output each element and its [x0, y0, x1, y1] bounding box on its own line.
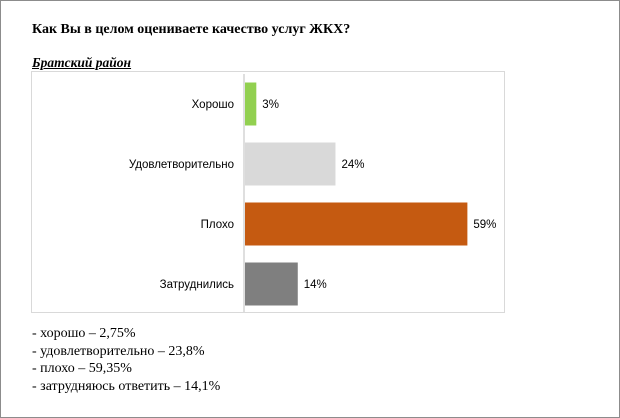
note-item: - плохо – 59,35%: [32, 361, 132, 376]
bar-chart-svg: Хорошо 3% Удовлетворительно 24% Плохо 59% Затр…: [129, 74, 496, 312]
bar-chart: Хорошо 3% Удовлетворительно 24% Плохо 59% Затр…: [31, 71, 505, 313]
question-title: Как Вы в целом оцениваете качество услуг…: [32, 22, 351, 37]
bar: [245, 82, 257, 126]
data-label: 24%: [341, 159, 364, 171]
notes-list: - хорошо – 2,75% - удовлетворительно – 2…: [32, 325, 220, 395]
bar: [245, 202, 468, 246]
bar: [245, 142, 336, 186]
data-label: 14%: [304, 279, 327, 291]
note-item: - удовлетворительно – 23,8%: [32, 343, 205, 359]
category-label: Удовлетворительно: [129, 159, 234, 171]
region-subtitle: Братский район: [32, 55, 132, 70]
category-label: Хорошо: [192, 99, 234, 111]
category-label: Плохо: [201, 219, 234, 231]
note-item: - хорошо – 2,75%: [32, 326, 136, 341]
data-label: 3%: [262, 99, 279, 111]
bar: [245, 262, 298, 306]
data-label: 59%: [473, 219, 496, 231]
category-label: Затруднились: [160, 279, 234, 291]
note-item: - затрудняюсь ответить – 14,1%: [32, 378, 221, 394]
